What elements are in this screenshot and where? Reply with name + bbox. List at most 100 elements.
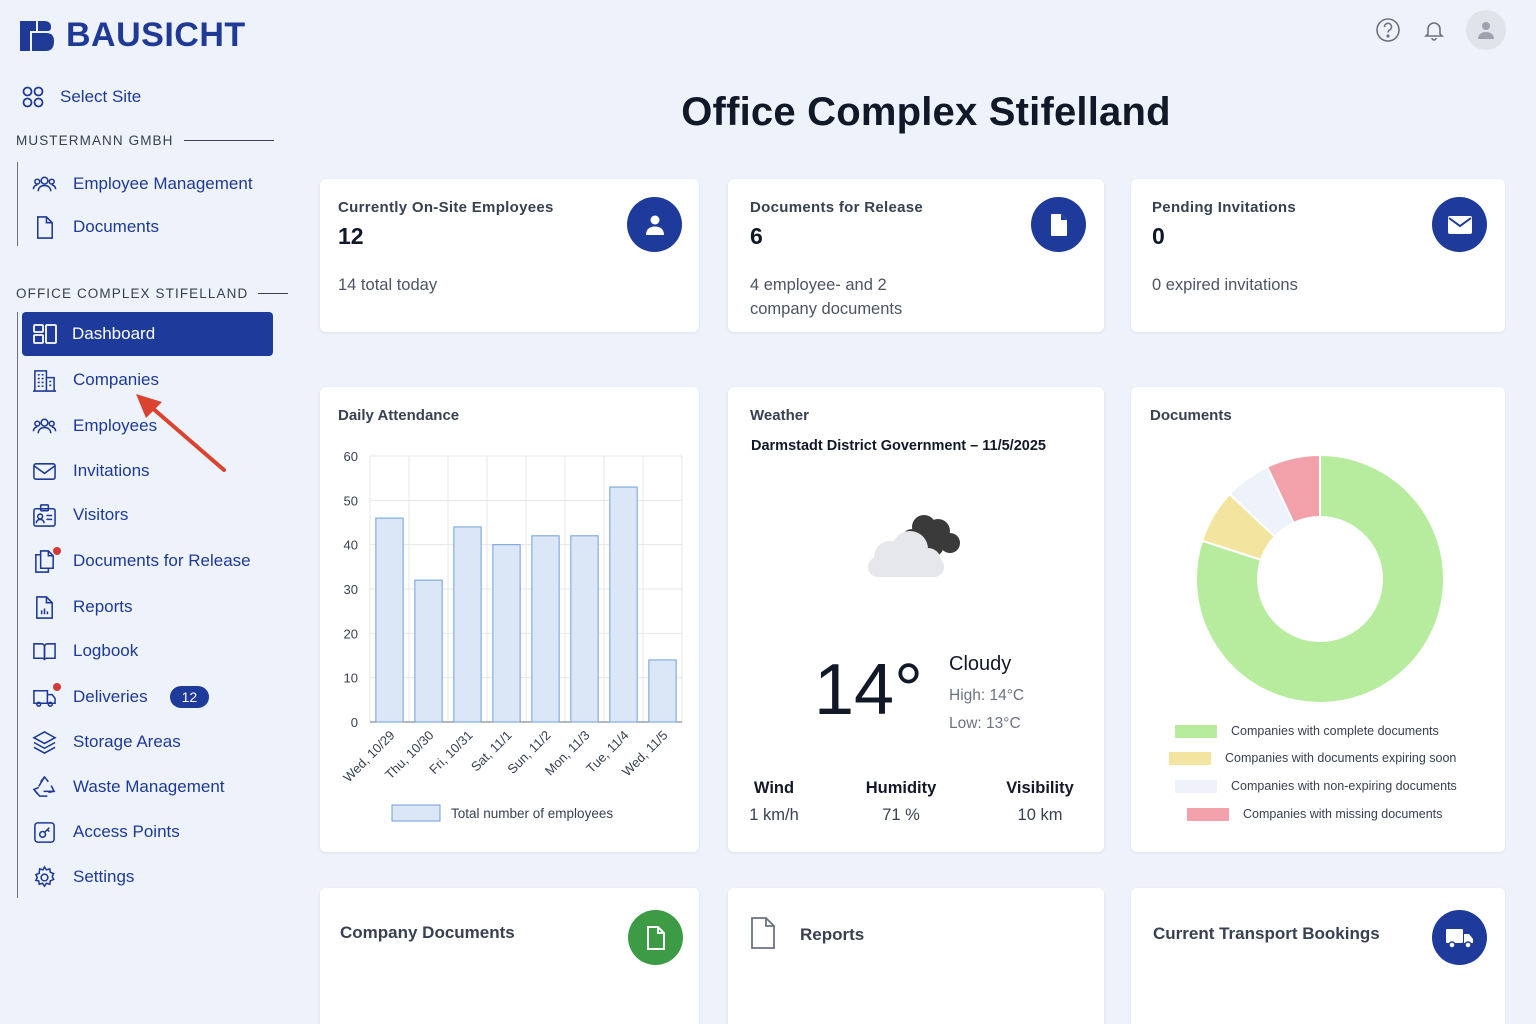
bausicht-logo-icon (20, 20, 54, 51)
legend-item-missing: Companies with missing documents (1187, 807, 1442, 821)
sidebar-item-logbook[interactable]: Logbook (32, 637, 138, 665)
sidebar-item-label: Dashboard (72, 324, 156, 343)
divider (183, 140, 274, 141)
transport-bookings-card[interactable]: Current Transport Bookings (1131, 888, 1505, 1024)
y-tick-label: 0 (351, 715, 358, 730)
sidebar-item-waste-management[interactable]: Waste Management (32, 773, 225, 801)
humidity-label: Humidity (865, 779, 937, 797)
visitor-badge-icon (33, 503, 56, 527)
select-site-label: Select Site (60, 87, 142, 106)
sidebar-item-label: Employee Management (73, 174, 253, 193)
sidebar-item-dashboard[interactable]: Dashboard (22, 312, 273, 356)
bar-4[interactable] (531, 535, 560, 723)
bar-6[interactable] (609, 486, 638, 723)
documents-donut-chart (1195, 453, 1445, 704)
mail-icon (33, 462, 56, 480)
users-icon (32, 176, 57, 191)
sidebar-item-employee-management[interactable]: Employee Management (32, 170, 253, 198)
document-icon (37, 215, 53, 239)
card-title: Current Transport Bookings (1153, 924, 1380, 943)
legend-swatch (1169, 751, 1211, 765)
stat-value: 12 (338, 223, 364, 249)
sidebar-item-reports[interactable]: Reports (32, 593, 133, 621)
legend-swatch (1175, 724, 1217, 738)
legend-swatch (1187, 807, 1229, 821)
sidebar-item-invitations[interactable]: Invitations (32, 457, 150, 485)
y-tick-label: 60 (344, 449, 358, 464)
page-title: Office Complex Stifelland (681, 90, 1171, 134)
y-tick-label: 30 (344, 582, 358, 597)
bar-5[interactable] (570, 535, 599, 723)
donut-slice-3[interactable] (1265, 453, 1321, 525)
sidebar-item-label: Waste Management (73, 777, 225, 796)
legend-swatch (1175, 779, 1217, 793)
weather-humidity: Humidity 71 % (846, 779, 956, 825)
top-toolbar (1374, 10, 1506, 50)
documents-icon-button[interactable] (1031, 197, 1086, 252)
bar-7[interactable] (648, 659, 677, 723)
weather-location: Darmstadt District Government – 11/5/202… (751, 438, 1046, 454)
onsite-icon-button[interactable] (627, 197, 682, 252)
sidebar-item-label: Logbook (73, 641, 139, 660)
sidebar-item-documents-for-release[interactable]: Documents for Release (32, 546, 251, 575)
dashboard-icon (33, 324, 57, 344)
stat-card-onsite[interactable]: Currently On-Site Employees 12 14 total … (320, 179, 699, 332)
sidebar-item-documents[interactable]: Documents (32, 213, 159, 241)
y-tick-label: 20 (344, 626, 358, 641)
deliveries-count-badge: 12 (169, 686, 210, 708)
sidebar-item-deliveries[interactable]: Deliveries 12 (32, 682, 210, 711)
sidebar-item-storage-areas[interactable]: Storage Areas (32, 728, 181, 756)
company-documents-icon-button[interactable] (628, 910, 683, 965)
sidebar-item-label: Access Points (73, 822, 180, 841)
user-avatar-icon (1478, 22, 1494, 39)
invitations-icon-button[interactable] (1432, 197, 1487, 252)
company-documents-card[interactable]: Company Documents (320, 888, 699, 1024)
bar-3[interactable] (492, 544, 521, 723)
sidebar-item-label: Companies (73, 370, 159, 389)
file-icon (646, 925, 665, 950)
legend-swatch (391, 804, 441, 822)
group-rail (17, 162, 18, 246)
reports-card[interactable]: Reports (728, 888, 1104, 1024)
legend-label: Companies with non-expiring documents (1231, 779, 1457, 793)
section-header-company: MUSTERMANN GMBH (16, 133, 274, 148)
sidebar-item-employees[interactable]: Employees (32, 412, 157, 440)
select-site-button[interactable]: Select Site (22, 86, 141, 108)
section-header-label: OFFICE COMPLEX STIFELLAND (16, 286, 249, 301)
weather-card: Weather Darmstadt District Government – … (728, 387, 1104, 852)
stat-subtext: 4 employee- and 2 company documents (750, 276, 903, 318)
user-avatar-button[interactable] (1466, 10, 1506, 50)
visibility-label: Visibility (1006, 779, 1074, 797)
notification-dot (53, 546, 61, 555)
truck-icon (33, 689, 56, 707)
stat-card-invitations[interactable]: Pending Invitations 0 0 expired invitati… (1131, 179, 1505, 332)
help-button[interactable] (1374, 16, 1402, 44)
gear-icon (34, 864, 55, 888)
sidebar-item-visitors[interactable]: Visitors (32, 501, 128, 529)
sidebar-item-settings[interactable]: Settings (32, 863, 134, 891)
y-tick-label: 10 (344, 671, 358, 686)
document-outline-icon (751, 917, 775, 949)
brand-logo[interactable]: BAUSICHT (18, 16, 246, 55)
card-title: Reports (800, 925, 865, 944)
donut-slice-0[interactable] (1195, 453, 1445, 704)
stat-card-documents-release[interactable]: Documents for Release 6 4 employee- and … (728, 179, 1104, 332)
sidebar-item-companies[interactable]: Companies (32, 366, 159, 394)
cloudy-icon (868, 515, 960, 577)
sidebar-item-access-points[interactable]: Access Points (32, 818, 180, 846)
legend-item-expiring: Companies with documents expiring soon (1169, 751, 1456, 765)
y-tick-label: 50 (344, 493, 358, 508)
notifications-button[interactable] (1420, 16, 1448, 44)
sidebar-item-label: Documents (73, 217, 159, 236)
transport-bookings-icon-button[interactable] (1432, 910, 1487, 965)
file-icon (1050, 213, 1067, 236)
bar-1[interactable] (414, 579, 443, 723)
help-icon (1376, 18, 1400, 42)
bar-0[interactable] (375, 517, 404, 723)
bar-2[interactable] (453, 526, 482, 723)
group-rail (17, 312, 18, 898)
report-icon (36, 595, 53, 619)
documents-copy-icon (35, 549, 54, 573)
sidebar-item-label: Employees (73, 416, 158, 435)
